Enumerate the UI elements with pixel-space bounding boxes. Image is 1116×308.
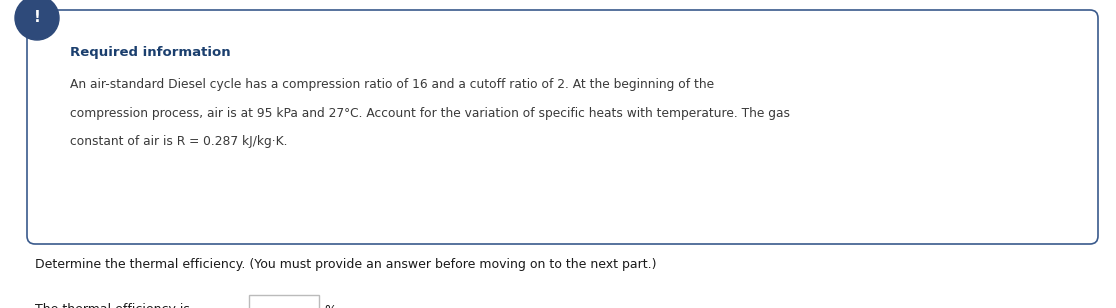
- Text: !: !: [33, 10, 40, 26]
- Text: The thermal efficiency is: The thermal efficiency is: [35, 303, 190, 308]
- FancyBboxPatch shape: [249, 295, 319, 308]
- Text: constant of air is R = 0.287 kJ/kg·K.: constant of air is R = 0.287 kJ/kg·K.: [70, 135, 288, 148]
- Text: Determine the thermal efficiency. (You must provide an answer before moving on t: Determine the thermal efficiency. (You m…: [35, 258, 656, 271]
- Text: %.: %.: [324, 303, 340, 308]
- Text: An air-standard Diesel cycle has a compression ratio of 16 and a cutoff ratio of: An air-standard Diesel cycle has a compr…: [70, 78, 714, 91]
- Circle shape: [15, 0, 59, 40]
- Text: Required information: Required information: [70, 46, 231, 59]
- FancyBboxPatch shape: [27, 10, 1098, 244]
- Text: compression process, air is at 95 kPa and 27°C. Account for the variation of spe: compression process, air is at 95 kPa an…: [70, 107, 790, 120]
